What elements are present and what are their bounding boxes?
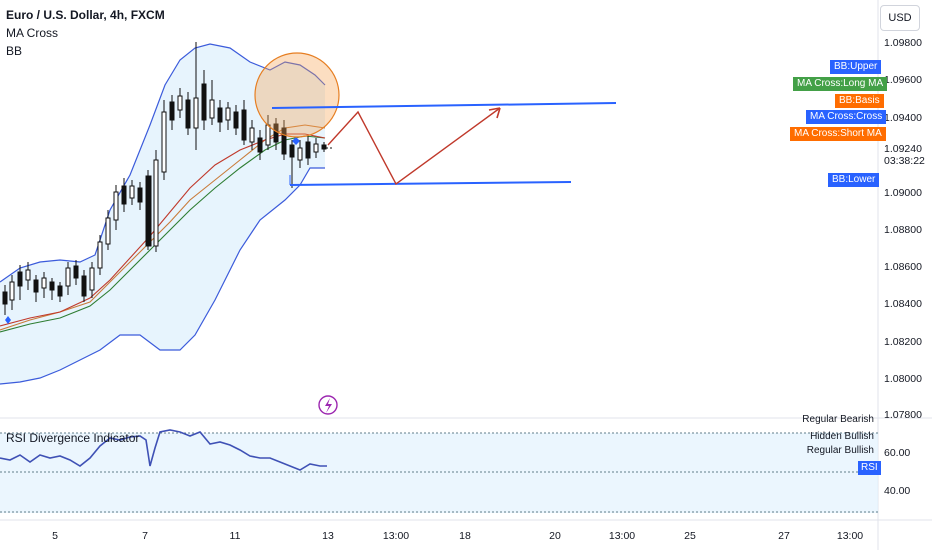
time-label: 27 [778, 530, 790, 542]
tag-ma-short: MA Cross:Short MA [790, 127, 886, 141]
projection-path [327, 107, 501, 186]
rsi-band [0, 433, 878, 513]
tag-bb-lower: BB:Lower [828, 173, 880, 187]
projection-arrowhead [488, 107, 501, 119]
price-label: 1.08200 [884, 336, 922, 348]
tag-bb-upper: BB:Upper [830, 60, 882, 74]
tag-bb-basis: BB:Basis [835, 94, 884, 108]
ma-cross-marker-right [292, 137, 300, 145]
rsi-panel-title[interactable]: RSI Divergence Indicator [6, 431, 140, 445]
tag-ma-long: MA Cross:Long MA [793, 77, 888, 91]
bb-upper-line [0, 43, 326, 283]
rsi-label-regular-bearish: Regular Bearish [802, 414, 874, 425]
ma-cross-marker-left [5, 316, 11, 324]
candlesticks [2, 42, 327, 315]
time-label: 13:00 [608, 530, 636, 542]
time-label: 13:00 [382, 530, 410, 542]
rsi-value-tag: RSI [858, 461, 881, 475]
countdown-label: 03:38:22 [884, 155, 925, 167]
rsi-line [0, 429, 327, 471]
currency-selector-button[interactable]: USD [880, 5, 920, 31]
ma-long-line [0, 135, 326, 333]
time-label: 5 [52, 530, 58, 542]
rsi-level-60: 60.00 [884, 447, 911, 459]
time-label: 7 [142, 530, 148, 542]
rsi-level-40: 40.00 [884, 485, 911, 497]
rsi-label-hidden-bullish: Hidden Bullish [810, 431, 874, 442]
time-label: 18 [459, 530, 471, 542]
tag-ma-cross: MA Cross:Cross [806, 110, 887, 124]
price-label: 1.08800 [884, 224, 922, 236]
price-label: 1.08600 [884, 261, 922, 273]
indicator-bb[interactable]: BB [6, 44, 23, 58]
highlight-circle [254, 52, 340, 138]
price-label: 1.09800 [884, 37, 922, 49]
time-label: 25 [684, 530, 696, 542]
support-line [289, 181, 572, 186]
price-label: 1.09400 [884, 112, 922, 124]
price-label: 1.09600 [884, 74, 922, 86]
resistance-line [271, 102, 617, 109]
time-label: 20 [549, 530, 561, 542]
price-label: 1.08000 [884, 373, 922, 385]
price-label: 1.07800 [884, 409, 922, 421]
indicator-ma-cross[interactable]: MA Cross [6, 26, 59, 40]
time-label: 13 [322, 530, 334, 542]
price-label: 1.08400 [884, 298, 922, 310]
price-label: 1.09240 [884, 143, 922, 155]
time-label: 13:00 [836, 530, 864, 542]
time-label: 11 [229, 530, 241, 542]
bb-lower-line [0, 167, 325, 385]
rsi-label-regular-bullish: Regular Bullish [806, 445, 874, 456]
symbol-title[interactable]: Euro / U.S. Dollar, 4h, FXCM [6, 8, 165, 22]
price-label: 1.09000 [884, 187, 922, 199]
